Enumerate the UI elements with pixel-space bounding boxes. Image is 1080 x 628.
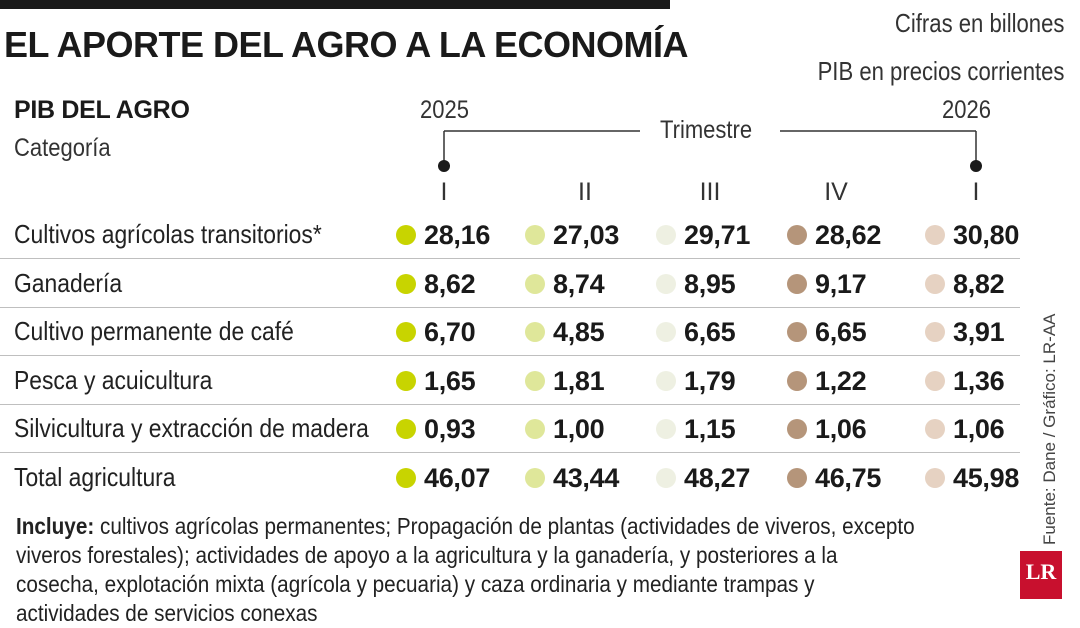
cell-value: 8,95	[684, 268, 736, 299]
quarter-color-dot	[925, 467, 945, 488]
quarter-color-dot	[787, 370, 807, 391]
quarter-color-dot	[787, 467, 807, 488]
quarter-color-dot	[925, 322, 945, 342]
quarter-color-dot	[656, 467, 676, 488]
quarter-label-1: I	[440, 178, 448, 206]
quarter-color-dot	[396, 322, 416, 342]
row-category: Pesca y acuicultura	[14, 364, 213, 395]
quarter-color-dot	[525, 322, 545, 342]
cell-value: 1,06	[953, 414, 1005, 444]
cell-value: 46,75	[815, 462, 882, 493]
quarter-color-dot	[787, 225, 807, 245]
row-category: Silvicultura y extracción de madera	[14, 413, 369, 443]
quarter-color-dot	[396, 370, 416, 391]
cell-value: 0,93	[424, 414, 476, 444]
quarter-color-dot	[656, 225, 676, 245]
quarter-color-dot	[787, 273, 807, 294]
cell-value: 1,00	[553, 414, 605, 444]
period-label: Trimestre	[660, 116, 753, 144]
cell-value: 3,91	[953, 317, 1005, 347]
row-divider	[0, 258, 1020, 259]
cell-value: 45,98	[953, 462, 1020, 493]
quarter-color-dot	[396, 467, 416, 488]
quarter-color-dot	[525, 419, 545, 439]
quarter-label-2: II	[578, 178, 592, 206]
top-rule	[0, 0, 670, 9]
cell-value: 6,65	[815, 317, 867, 347]
row-category: Cultivo permanente de café	[14, 316, 294, 346]
quarter-label-3: III	[699, 178, 721, 206]
cell-value: 27,03	[553, 220, 620, 250]
quarter-color-dot	[787, 322, 807, 342]
cell-value: 8,74	[553, 268, 605, 299]
quarter-color-dot	[656, 370, 676, 391]
cell-value: 1,15	[684, 414, 736, 444]
connector-left-dot	[438, 160, 450, 172]
quarter-label-4: IV	[824, 178, 848, 206]
year-start-label: 2025	[420, 96, 469, 124]
row-category: Ganadería	[14, 267, 123, 298]
quarter-color-dot	[525, 370, 545, 391]
cell-value: 4,85	[553, 317, 605, 347]
table-row: Silvicultura y extracción de madera 0,93 1…	[0, 405, 1030, 453]
table-row: Pesca y acuicultura 1,65 1,81 1,79 1,22 1,36	[0, 357, 1030, 405]
logo-text: LR	[1025, 559, 1057, 584]
quarter-color-dot	[396, 225, 416, 245]
cell-value: 48,27	[684, 462, 751, 493]
cell-value: 30,80	[953, 220, 1020, 250]
cell-value: 28,62	[815, 220, 882, 250]
connector-right-dot	[970, 160, 982, 172]
footnote-text: cultivos agrícolas permanentes; Propagac…	[16, 513, 915, 626]
cell-value: 1,22	[815, 365, 867, 396]
quarter-color-dot	[925, 370, 945, 391]
quarter-color-dot	[396, 419, 416, 439]
lr-logo: LR	[1020, 551, 1062, 599]
row-divider	[0, 355, 1020, 356]
cell-value: 28,16	[424, 220, 491, 250]
quarter-color-dot	[787, 419, 807, 439]
chart-title: EL APORTE DEL AGRO A LA ECONOMÍA	[4, 24, 689, 65]
quarter-color-dot	[925, 225, 945, 245]
quarter-color-dot	[656, 322, 676, 342]
row-category: Total agricultura	[14, 461, 176, 492]
cell-value: 43,44	[553, 462, 620, 493]
table-row: Cultivo permanente de café 6,70 4,85 6,65 6,…	[0, 308, 1030, 356]
table-row: Ganadería 8,62 8,74 8,95 9,17 8,82	[0, 260, 1030, 308]
year-end-label: 2026	[942, 96, 991, 124]
table-row: Total agricultura 46,07 43,44 48,27 46,75 45,…	[0, 454, 1030, 502]
cell-value: 46,07	[424, 462, 491, 493]
cell-value: 1,65	[424, 365, 476, 396]
cell-value: 1,79	[684, 365, 736, 396]
row-divider	[0, 452, 1020, 453]
price-note: PIB en precios corrientes	[817, 56, 1064, 86]
cell-value: 29,71	[684, 220, 751, 250]
cell-value: 1,06	[815, 414, 867, 444]
category-column-label: Categoría	[14, 134, 111, 162]
quarter-color-dot	[656, 273, 676, 294]
quarter-color-dot	[925, 419, 945, 439]
cell-value: 1,81	[553, 365, 605, 396]
footnote: Incluye: cultivos agrícolas permanentes;…	[16, 512, 916, 628]
cell-value: 8,82	[953, 268, 1005, 299]
footnote-lead: Incluye:	[16, 513, 95, 539]
source-credit: Fuente: Dane / Gráfico: LR-AA	[1040, 313, 1059, 546]
quarter-color-dot	[525, 225, 545, 245]
table-row: Cultivos agrícolas transitorios* 28,16 27,…	[0, 211, 1030, 259]
quarter-color-dot	[656, 419, 676, 439]
quarter-color-dot	[525, 467, 545, 488]
row-category: Cultivos agrícolas transitorios*	[14, 219, 322, 249]
unit-note: Cifras en billones	[894, 8, 1064, 38]
cell-value: 6,70	[424, 317, 476, 347]
cell-value: 9,17	[815, 268, 867, 299]
cell-value: 1,36	[953, 365, 1005, 396]
row-divider	[0, 306, 1020, 308]
table-heading: PIB DEL AGRO	[14, 96, 190, 124]
quarter-color-dot	[525, 273, 545, 294]
quarter-label-5: I	[972, 178, 980, 206]
quarter-color-dot	[925, 273, 945, 294]
cell-value: 6,65	[684, 317, 736, 347]
quarter-color-dot	[396, 273, 416, 294]
cell-value: 8,62	[424, 268, 476, 299]
row-divider	[0, 403, 1020, 405]
